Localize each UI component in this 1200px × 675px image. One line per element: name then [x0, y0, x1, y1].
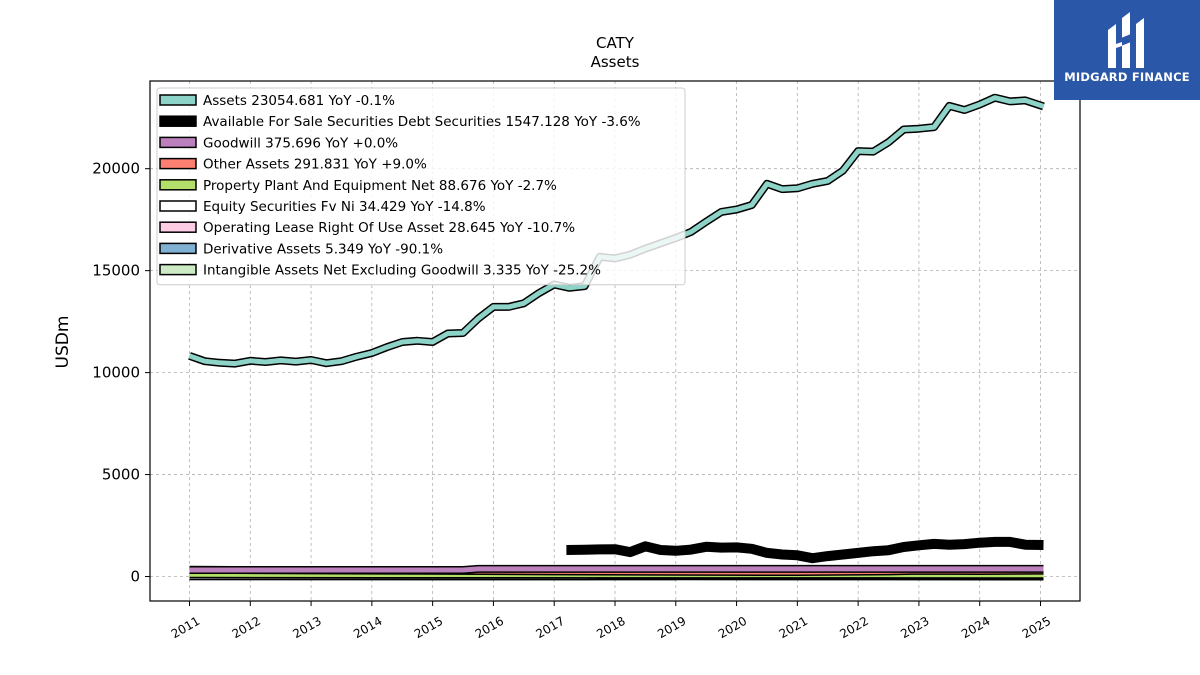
- x-tick-label: 2025: [1020, 614, 1053, 641]
- x-tick-label: 2016: [473, 614, 506, 641]
- x-tick-label: 2017: [533, 614, 566, 641]
- y-tick-label: 20000: [92, 160, 140, 178]
- legend-entry-label: Available For Sale Securities Debt Secur…: [203, 114, 641, 130]
- legend-swatch: [160, 201, 196, 211]
- series-line-available-for-sale: [566, 542, 1043, 558]
- x-tick-label: 2014: [351, 614, 384, 641]
- legend-swatch: [160, 222, 196, 232]
- y-tick-label: 15000: [92, 262, 140, 280]
- legend-entry-label: Derivative Assets 5.349 YoY -90.1%: [203, 241, 443, 257]
- x-tick-label: 2024: [959, 614, 992, 641]
- legend-entry-label: Other Assets 291.831 YoY +9.0%: [203, 157, 427, 173]
- legend-entry-label: Operating Lease Right Of Use Asset 28.64…: [203, 220, 575, 236]
- x-tick-label: 2011: [169, 614, 202, 641]
- x-tick-label: 2018: [594, 614, 627, 641]
- chart-title: CATY: [596, 34, 635, 52]
- legend-swatch: [160, 265, 196, 275]
- legend-entry-label: Equity Securities Fv Ni 34.429 YoY -14.8…: [203, 199, 486, 215]
- chart-subtitle: Assets: [591, 53, 640, 71]
- legend-entry-label: Assets 23054.681 YoY -0.1%: [203, 93, 395, 109]
- series-line: [190, 569, 1044, 570]
- x-tick-label: 2021: [777, 614, 810, 641]
- legend-entry-label: Intangible Assets Net Excluding Goodwill…: [203, 263, 601, 279]
- legend-swatch: [160, 180, 196, 190]
- x-tick-label: 2019: [655, 614, 688, 641]
- chart-canvas: CATY Assets USDm 0 5000 10000 15000 20000 201…: [0, 0, 1200, 675]
- y-tick-label: 5000: [102, 466, 140, 484]
- legend-swatch: [160, 243, 196, 253]
- legend-entry-label: Property Plant And Equipment Net 88.676 …: [203, 178, 557, 194]
- midgard-finance-logo: MIDGARD FINANCE: [1054, 0, 1200, 100]
- legend-swatch: [160, 95, 196, 105]
- x-tick-label: 2022: [837, 614, 870, 641]
- y-tick-label: 10000: [92, 364, 140, 382]
- legend-entry-label: Goodwill 375.696 YoY +0.0%: [203, 135, 398, 151]
- logo-mark-icon: [1102, 10, 1152, 68]
- x-tick-label: 2015: [412, 614, 445, 641]
- y-tick-label: 0: [130, 568, 140, 586]
- x-tick-label: 2012: [230, 614, 263, 641]
- y-axis-label: USDm: [53, 316, 73, 369]
- logo-text: MIDGARD FINANCE: [1054, 70, 1200, 84]
- legend-swatch: [160, 159, 196, 169]
- x-tick-label: 2020: [716, 614, 749, 641]
- x-tick-label: 2023: [898, 614, 931, 641]
- legend-swatch: [160, 137, 196, 147]
- legend-swatch: [160, 116, 196, 126]
- legend: Assets 23054.681 YoY -0.1% Available For …: [157, 88, 685, 285]
- x-tick-label: 2013: [290, 614, 323, 641]
